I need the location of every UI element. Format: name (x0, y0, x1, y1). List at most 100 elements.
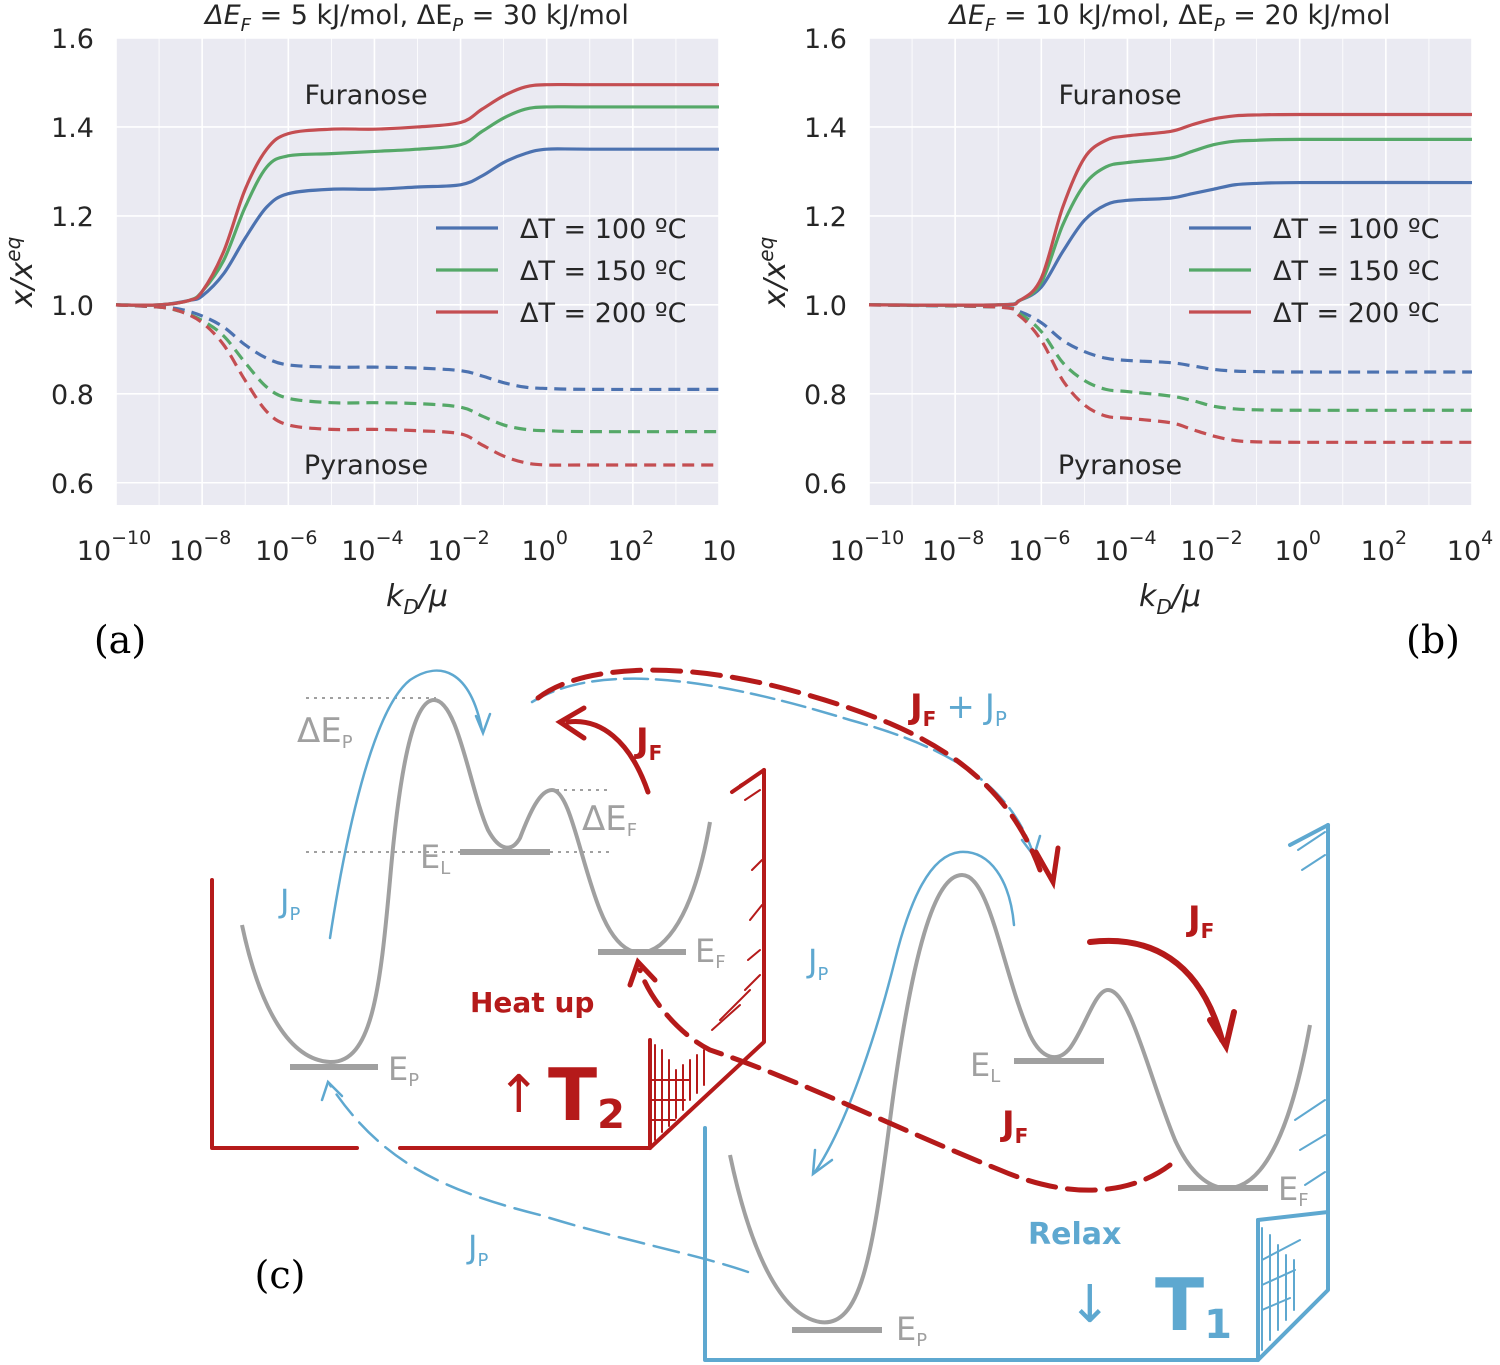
panel-a-x-tick-label: 100 (521, 527, 567, 567)
transfer-jf-arrowhead (1033, 845, 1061, 890)
return-jp-path (328, 1083, 750, 1274)
relax-arrow-icon: ↓ (1068, 1275, 1112, 1335)
cold-box-front (703, 1126, 1260, 1362)
panel-b-pyranose-red-line (868, 303, 1473, 444)
panel-a-label: (a) (94, 618, 146, 662)
transfer-jf-path (535, 667, 1043, 873)
panel-b-legend-label: ΔT = 150 ºC (1273, 256, 1439, 287)
panel-b-y-tick-label: 1.4 (804, 113, 847, 144)
cold-box-hatching (1261, 831, 1326, 1351)
hot-level-p-label: EP (388, 1050, 419, 1091)
panel-a-title: ΔEF = 5 kJ/mol, ΔEP = 30 kJ/mol (203, 0, 629, 36)
panel-b-x-tick-label: 10−10 (830, 527, 904, 567)
panel-a-y-tick-label: 1.0 (51, 291, 94, 322)
return-jf-path (637, 967, 1173, 1193)
return-jp-label: JP (466, 1228, 488, 1271)
panel-b-furanose-annotation: Furanose (1058, 80, 1181, 111)
panel-a-x-tick-label: 10−8 (169, 527, 231, 567)
panel-b-legend: ΔT = 100 ºC ΔT = 150 ºC ΔT = 200 ºC (1189, 214, 1439, 329)
panel-b-label: (b) (1406, 618, 1460, 662)
panel-b-furanose-red-line (868, 112, 1473, 307)
cold-jp-arrow-path (813, 850, 1016, 1174)
panel-b: ΔEF = 10 kJ/mol, ΔEP = 20 kJ/mol 0.6 0.8 1… (754, 0, 1493, 662)
hot-box-front-left (210, 878, 359, 1150)
relax-label: Relax (1028, 1217, 1121, 1252)
cold-jp-label: JP (806, 942, 828, 985)
panel-a-y-axis-label: x/xeq (1, 237, 40, 309)
cold-jf-arrow-path (1087, 937, 1225, 1043)
panel-a-furanose-red-line (115, 82, 719, 307)
transfer-flux-labels: JF + JP JF JP (466, 687, 1028, 1271)
panel-a-x-tick-label: 10−6 (255, 527, 317, 567)
panel-a-legend: ΔT = 100 ºC ΔT = 150 ºC ΔT = 200 ºC (436, 214, 686, 329)
cold-jp-arrowhead (811, 1148, 834, 1177)
panel-c-energy-diagram: ΔEP ΔEF EL EF EP JF JP Heat up ↑ T2 EL E… (210, 667, 1330, 1362)
panel-b-y-tick-label: 1.0 (804, 291, 847, 322)
panel-a-pyranose-blue-line (115, 303, 720, 392)
return-jf-label: JF (1000, 1104, 1028, 1148)
hot-box-hatching (651, 774, 763, 1141)
panel-b-y-axis-label: x/xeq (754, 237, 793, 309)
panel-b-x-tick-label: 100 (1274, 527, 1320, 567)
hot-barrier-p-label: ΔEP (297, 711, 353, 753)
panel-b-x-tick-labels: 10−10 10−8 10−6 10−4 10−2 100 102 104 (830, 527, 1493, 567)
hot-energy-surface (240, 697, 712, 1070)
hot-jf-arrow-path (565, 719, 651, 795)
cold-box-labels: EL EF EP JF JP Relax ↓ T1 (806, 899, 1309, 1351)
cold-jf-arrowhead (1207, 1009, 1237, 1054)
furanose-flux-arrows (535, 667, 1237, 1193)
panel-b-legend-label: ΔT = 100 ºC (1273, 214, 1439, 245)
cold-energy-curve (728, 872, 1312, 1325)
hot-jf-label: JF (634, 721, 662, 765)
panel-b-pyranose-blue-line (868, 303, 1473, 374)
panel-b-x-axis-label: kD/μ (1139, 579, 1201, 619)
hot-jp-arrowhead (474, 712, 492, 737)
panel-a-x-tick-label-clipped: 10 (702, 536, 736, 567)
heat-up-arrow-icon: ↑ (497, 1065, 541, 1125)
panel-b-x-tick-label: 10−8 (922, 527, 984, 567)
panel-a-furanose-blue-line (115, 147, 719, 307)
panel-a-y-tick-label: 0.6 (51, 469, 94, 500)
panel-b-y-tick-labels: 0.6 0.8 1.0 1.2 1.4 1.6 (804, 24, 847, 500)
heat-up-label: Heat up (470, 986, 594, 1019)
panel-b-x-tick-label: 10−6 (1008, 527, 1070, 567)
hot-temperature-label: T2 (548, 1053, 625, 1138)
panel-a-y-tick-labels: 0.6 0.8 1.0 1.2 1.4 1.6 (51, 24, 94, 500)
panel-a-y-tick-label: 1.2 (51, 202, 94, 233)
panel-a-pyranose-annotation: Pyranose (304, 450, 428, 481)
panel-a-legend-label: ΔT = 150 ºC (520, 256, 686, 287)
panel-a-pyranose-red-line (115, 303, 719, 467)
pyranose-flux-arrows (320, 669, 1042, 1274)
panel-a-legend-label: ΔT = 100 ºC (520, 214, 686, 245)
cold-energy-surface (728, 872, 1312, 1333)
panel-b-series (868, 112, 1473, 444)
panel-b-y-tick-label: 0.8 (804, 380, 847, 411)
cold-level-l-label: EL (970, 1046, 1000, 1087)
hot-jp-arrow-path (328, 669, 484, 940)
panel-b-x-tick-label: 10−4 (1094, 527, 1156, 567)
hot-jp-label: JP (278, 882, 300, 925)
cold-level-f-label: EF (1278, 1170, 1309, 1211)
panel-a-x-tick-label: 10−10 (77, 527, 151, 567)
panel-b-legend-label: ΔT = 200 ºC (1273, 298, 1439, 329)
hot-energy-curve (240, 697, 712, 1065)
panel-a-y-tick-label: 1.4 (51, 113, 94, 144)
hot-barrier-f-label: ΔEF (582, 799, 637, 841)
cold-box-side (1256, 823, 1330, 1362)
panel-b-x-tick-label: 10−2 (1180, 527, 1242, 567)
combined-flux-label: JF + JP (908, 687, 1007, 731)
panel-a-y-tick-label: 1.6 (51, 24, 94, 55)
cold-box-top-edge (1288, 823, 1330, 847)
panel-a-furanose-annotation: Furanose (304, 80, 427, 111)
panel-b-x-tick-label: 104 (1447, 527, 1493, 567)
panel-a-legend-label: ΔT = 200 ºC (520, 298, 686, 329)
panel-b-title: ΔEF = 10 kJ/mol, ΔEP = 20 kJ/mol (948, 0, 1391, 36)
panel-a-x-tick-label: 102 (608, 527, 654, 567)
panel-b-pyranose-annotation: Pyranose (1058, 450, 1182, 481)
cold-box-bottom-edge (1256, 1210, 1330, 1222)
panel-a-x-tick-label: 10−4 (341, 527, 403, 567)
panel-a-series (115, 82, 720, 467)
cold-jf-label: JF (1186, 899, 1214, 943)
panel-a-pyranose-green-line (115, 303, 720, 434)
